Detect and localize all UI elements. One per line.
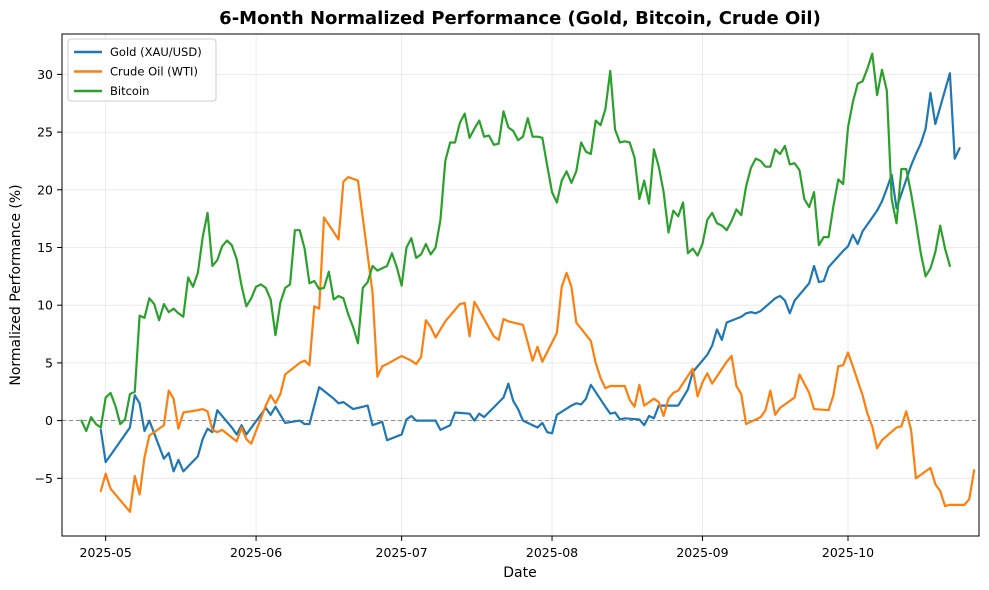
- legend-box: [67, 38, 217, 102]
- legend-label: Crude Oil (WTI): [110, 65, 198, 79]
- x-axis-label: Date: [503, 565, 536, 581]
- chart-title: 6-Month Normalized Performance (Gold, Bi…: [219, 8, 821, 29]
- y-tick-label: 5: [45, 355, 53, 370]
- legend-label: Bitcoin: [110, 84, 149, 98]
- x-tick-label: 2025-05: [80, 545, 132, 560]
- y-axis-label: Normalized Performance (%): [8, 184, 24, 385]
- x-tick-label: 2025-07: [376, 545, 428, 560]
- series-line-crude-oil-wti: [99, 176, 976, 513]
- series-lines: [80, 52, 976, 513]
- y-tick-label: 10: [37, 298, 53, 313]
- y-axis-ticks: −5 0 5 10 15 20 25 30: [35, 67, 62, 486]
- y-tick-label: −5: [35, 471, 53, 486]
- y-tick-label: 0: [45, 413, 53, 428]
- x-tick-label: 2025-10: [822, 545, 874, 560]
- y-tick-label: 15: [37, 240, 53, 255]
- y-tick-label: 25: [37, 125, 53, 140]
- y-tick-label: 30: [37, 67, 53, 82]
- x-tick-label: 2025-08: [526, 545, 578, 560]
- x-tick-label: 2025-09: [676, 545, 728, 560]
- legend: Gold (XAU/USD) Crude Oil (WTI) Bitcoin: [67, 38, 217, 102]
- y-tick-label: 20: [37, 182, 53, 197]
- series-line-bitcoin: [80, 52, 951, 433]
- x-tick-label: 2025-06: [230, 545, 282, 560]
- x-axis-ticks: 2025-05 2025-06 2025-07 2025-08 2025-09 2025-…: [80, 536, 874, 560]
- legend-label: Gold (XAU/USD): [110, 45, 202, 59]
- series-line-gold-xau-usd: [99, 72, 961, 473]
- plot-area-frame: [61, 33, 980, 537]
